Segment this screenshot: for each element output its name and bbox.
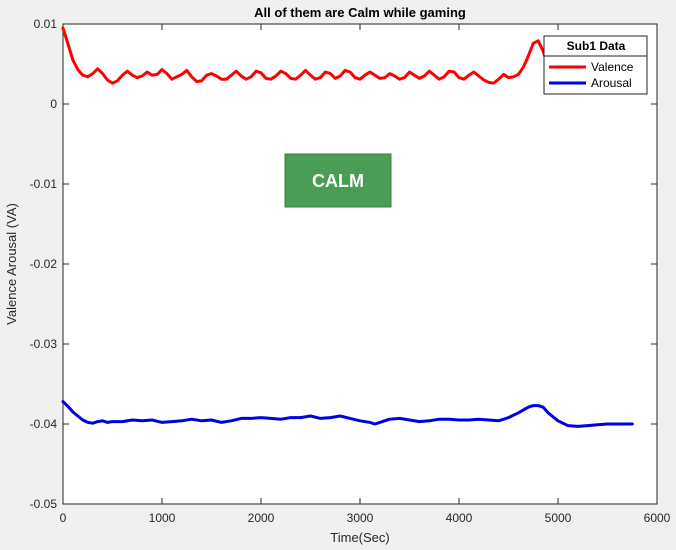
- x-axis-title: Time(Sec): [330, 530, 389, 545]
- x-tick-label: 5000: [545, 511, 572, 525]
- calm-badge: CALM: [284, 153, 392, 208]
- y-axis: 0.01 0 -0.01 -0.02 -0.03 -0.04 -0.05: [30, 17, 657, 511]
- calm-badge-box: [284, 153, 392, 208]
- y-tick-label: 0.01: [34, 17, 58, 31]
- y-tick-label: -0.02: [30, 257, 58, 271]
- legend-label-arousal: Arousal: [591, 76, 632, 90]
- plot-area: [62, 23, 658, 505]
- series-line-valence: [61, 26, 634, 94]
- legend-label-valence: Valence: [591, 60, 634, 74]
- y-tick-label: -0.04: [30, 417, 58, 431]
- y-tick-label: -0.03: [30, 337, 58, 351]
- x-tick-label: 4000: [446, 511, 473, 525]
- y-tick-label: -0.05: [30, 497, 58, 511]
- y-axis-title: Valence Arousal (VA): [4, 203, 19, 325]
- x-tick-label: 6000: [644, 511, 671, 525]
- x-tick-label: 2000: [248, 511, 275, 525]
- series-line-arousal: [61, 400, 634, 428]
- x-tick-label: 0: [60, 511, 67, 525]
- y-tick-label: 0: [50, 97, 57, 111]
- x-tick-label: 1000: [149, 511, 176, 525]
- legend-title: Sub1 Data: [567, 39, 626, 53]
- series-layer: [61, 26, 634, 428]
- chart-title: All of them are Calm while gaming: [254, 5, 466, 20]
- x-axis: 0 1000 2000 3000 4000 5000 6000: [60, 24, 671, 525]
- legend: Sub1 Data Valence Arousal: [543, 35, 648, 95]
- x-tick-label: 3000: [347, 511, 374, 525]
- calm-badge-label: CALM: [312, 171, 364, 191]
- y-tick-label: -0.01: [30, 177, 58, 191]
